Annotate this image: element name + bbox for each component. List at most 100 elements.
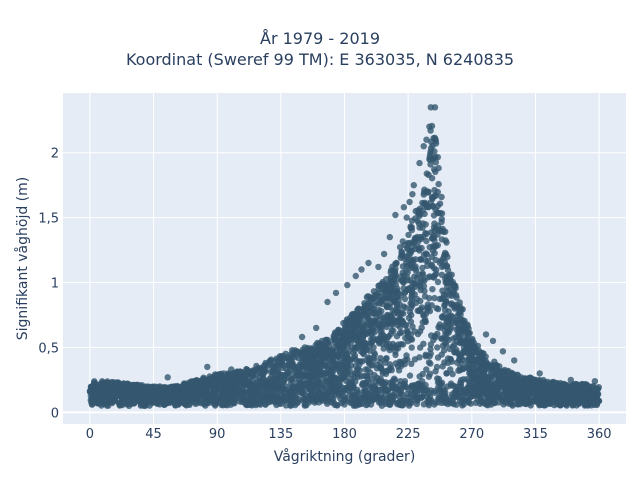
- data-point: [566, 392, 574, 400]
- data-point: [412, 299, 420, 307]
- data-point: [187, 380, 194, 388]
- data-point: [139, 396, 146, 403]
- data-point: [267, 368, 275, 376]
- data-point: [370, 354, 377, 361]
- data-point: [458, 360, 466, 367]
- data-point: [424, 189, 432, 196]
- data-point: [312, 359, 320, 367]
- data-point: [547, 400, 554, 407]
- data-point: [534, 379, 541, 386]
- data-point: [587, 389, 594, 396]
- data-point: [97, 384, 105, 391]
- data-point: [458, 383, 465, 391]
- x-tick-label: 90: [209, 427, 226, 442]
- data-point: [366, 358, 373, 365]
- data-point: [439, 287, 446, 294]
- data-point: [375, 282, 382, 289]
- data-point: [426, 370, 434, 377]
- data-point: [405, 231, 412, 239]
- data-point: [344, 387, 352, 394]
- data-point: [375, 309, 383, 316]
- data-point: [308, 386, 315, 394]
- data-point: [368, 335, 375, 343]
- data-point: [466, 364, 473, 372]
- x-axis-label: Vågriktning (grader): [274, 448, 416, 465]
- data-point: [482, 331, 490, 338]
- data-point: [407, 394, 414, 401]
- data-point: [367, 328, 375, 335]
- data-point: [449, 370, 456, 378]
- data-point: [303, 372, 310, 380]
- data-point: [392, 211, 399, 219]
- data-point: [328, 364, 335, 371]
- data-point: [556, 383, 563, 391]
- data-point: [191, 399, 198, 406]
- data-point: [426, 393, 434, 400]
- data-point: [478, 389, 485, 396]
- data-point: [105, 387, 113, 395]
- data-point: [374, 336, 381, 343]
- data-point: [404, 269, 411, 276]
- data-point: [345, 319, 352, 326]
- data-point: [295, 382, 303, 389]
- data-point: [110, 386, 118, 393]
- data-point: [206, 391, 213, 398]
- data-point: [340, 349, 347, 356]
- data-point: [380, 293, 387, 300]
- data-point: [327, 372, 334, 379]
- data-point: [158, 397, 166, 404]
- data-point: [408, 336, 416, 343]
- data-point: [123, 387, 130, 394]
- data-point: [145, 384, 152, 391]
- data-point: [324, 298, 331, 306]
- data-point: [103, 399, 110, 406]
- data-point: [233, 395, 240, 402]
- data-point: [443, 370, 450, 377]
- data-point: [431, 134, 438, 141]
- data-point: [411, 273, 418, 280]
- data-point: [166, 397, 173, 404]
- data-point: [328, 351, 335, 358]
- data-point: [298, 333, 306, 341]
- data-point: [387, 394, 394, 401]
- x-tick-label: 225: [396, 427, 421, 442]
- data-point: [431, 294, 438, 302]
- data-point: [225, 393, 232, 400]
- data-point: [314, 379, 321, 386]
- data-point: [426, 295, 433, 302]
- x-tick-label: 180: [332, 427, 357, 442]
- data-point: [431, 186, 438, 194]
- data-point: [359, 333, 366, 340]
- data-point: [472, 399, 480, 406]
- y-tick-label: 1: [51, 277, 59, 292]
- data-point: [248, 368, 255, 375]
- data-point: [374, 321, 381, 328]
- data-point: [358, 326, 366, 334]
- data-point: [172, 398, 180, 405]
- data-point: [389, 321, 396, 329]
- data-point: [540, 393, 547, 400]
- data-point: [268, 373, 275, 381]
- data-point: [406, 198, 413, 206]
- data-point: [507, 380, 515, 387]
- data-point: [332, 289, 340, 297]
- data-point: [477, 358, 484, 365]
- data-point: [178, 383, 185, 390]
- data-point: [398, 248, 405, 255]
- data-point: [426, 123, 433, 130]
- data-point: [583, 394, 591, 401]
- data-point: [478, 349, 486, 357]
- data-point: [372, 378, 379, 385]
- data-point: [350, 396, 357, 404]
- data-point: [514, 389, 522, 397]
- data-point: [469, 342, 477, 350]
- data-point: [161, 384, 168, 391]
- data-point: [448, 300, 455, 307]
- data-point: [435, 180, 442, 188]
- data-point: [417, 384, 425, 391]
- data-point: [438, 236, 446, 243]
- data-point: [438, 313, 446, 320]
- data-point: [342, 361, 350, 368]
- x-tick-label: 45: [145, 427, 162, 442]
